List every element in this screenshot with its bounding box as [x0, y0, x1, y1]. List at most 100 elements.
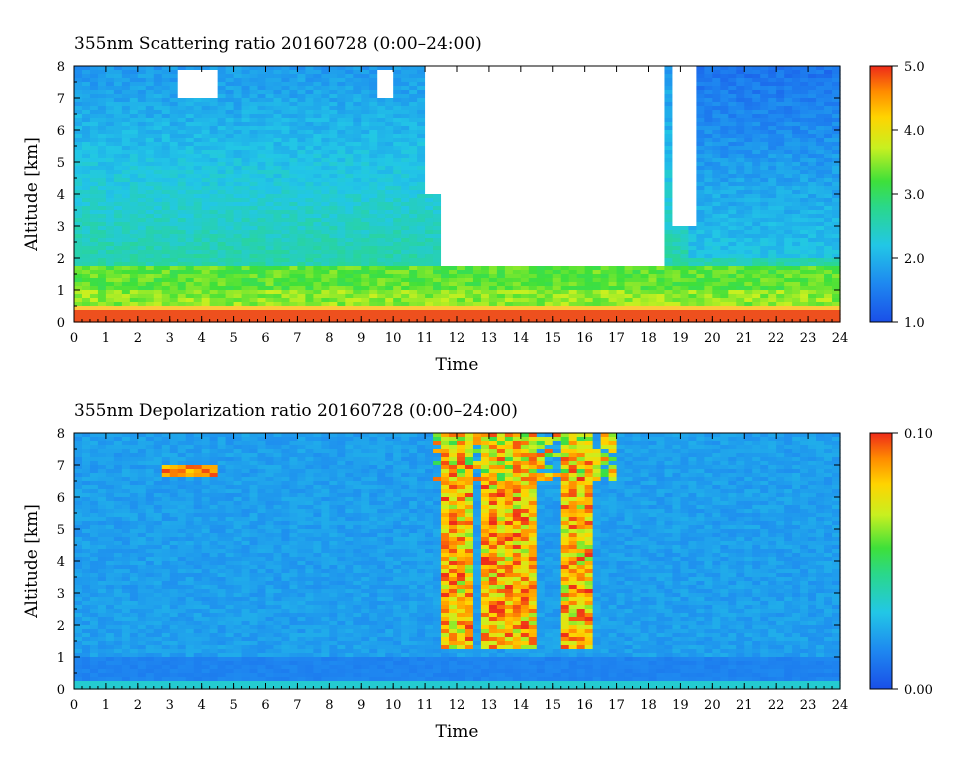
heatmap-cell [209, 202, 219, 207]
heatmap-cell [680, 206, 689, 211]
heatmap-cell [632, 130, 642, 135]
heatmap-cell [385, 126, 394, 131]
heatmap-cell [449, 218, 458, 223]
heatmap-cell [808, 142, 817, 147]
heatmap-cell [409, 154, 418, 159]
heatmap-cell [544, 162, 554, 167]
heatmap-cell [129, 78, 139, 83]
heatmap-cell [74, 154, 83, 159]
heatmap-cell [137, 242, 147, 247]
heatmap-cell [321, 150, 330, 155]
heatmap-cell [161, 206, 171, 211]
heatmap-cell [74, 266, 83, 271]
heatmap-cell [161, 226, 171, 231]
heatmap-cell [688, 250, 697, 255]
heatmap-cell [393, 66, 402, 71]
heatmap-cell [520, 190, 530, 195]
heatmap-cell [153, 138, 163, 143]
heatmap-cell [568, 82, 578, 87]
heatmap-cell [520, 258, 530, 263]
heatmap-cell [441, 110, 450, 115]
heatmap-cell [193, 94, 203, 99]
heatmap-cell [464, 214, 474, 219]
heatmap-cell [832, 242, 841, 247]
heatmap-cell [688, 150, 697, 155]
heatmap-cell [113, 214, 123, 219]
heatmap-cell [145, 70, 155, 75]
heatmap-cell [401, 86, 410, 91]
heatmap-cell [361, 82, 370, 87]
heatmap-cell [385, 246, 394, 251]
heatmap-cell [656, 162, 666, 167]
heatmap-cell [137, 114, 147, 119]
heatmap-cell [640, 106, 650, 111]
heatmap-cell [744, 158, 753, 163]
heatmap-cell [472, 194, 482, 199]
heatmap-cell [472, 230, 482, 235]
heatmap-cell [576, 86, 586, 91]
heatmap-cell [457, 166, 466, 171]
heatmap-cell [712, 110, 721, 115]
heatmap-cell [241, 182, 251, 187]
heatmap-cell [672, 138, 682, 143]
heatmap-cell [257, 106, 267, 111]
heatmap-cell [488, 186, 498, 191]
heatmap-cell [504, 222, 514, 227]
heatmap-cell [656, 202, 666, 207]
heatmap-cell [265, 186, 275, 191]
heatmap-cell [305, 162, 314, 167]
heatmap-cell [257, 250, 267, 255]
heatmap-cell [544, 74, 554, 79]
heatmap-cell [592, 170, 602, 175]
heatmap-cell [177, 66, 187, 71]
heatmap-cell [592, 222, 602, 227]
heatmap-cell [281, 174, 291, 179]
heatmap-cell [544, 210, 554, 215]
heatmap-cell [728, 226, 737, 231]
heatmap-cell [472, 134, 482, 139]
heatmap-cell [361, 90, 370, 95]
heatmap-cell [704, 214, 713, 219]
heatmap-cell [457, 70, 466, 75]
heatmap-cell [321, 114, 330, 119]
heatmap-cell [193, 150, 203, 155]
heatmap-cell [121, 190, 131, 195]
heatmap-cell [225, 254, 235, 259]
heatmap-cell [353, 222, 362, 227]
heatmap-cell [273, 266, 283, 271]
heatmap-cell [712, 214, 721, 219]
heatmap-cell [584, 154, 594, 159]
heatmap-cell [648, 258, 658, 263]
heatmap-cell [281, 270, 291, 275]
heatmap-cell [281, 266, 291, 271]
heatmap-cell [648, 234, 658, 239]
heatmap-cell [121, 258, 131, 263]
heatmap-cell [656, 114, 666, 119]
heatmap-cell [393, 94, 402, 99]
heatmap-cell [464, 198, 474, 203]
heatmap-cell [824, 234, 833, 239]
heatmap-cell [329, 206, 338, 211]
heatmap-cell [385, 102, 394, 107]
heatmap-cell [696, 246, 705, 251]
heatmap-cell [560, 70, 570, 75]
heatmap-cell [265, 270, 275, 275]
heatmap-cell [401, 242, 410, 247]
heatmap-cell [105, 182, 115, 187]
heatmap-cell [576, 122, 586, 127]
heatmap-cell [664, 94, 674, 99]
heatmap-cell [680, 202, 689, 207]
heatmap-cell [616, 82, 626, 87]
heatmap-cell [536, 102, 546, 107]
heatmap-cell [449, 130, 458, 135]
heatmap-cell [249, 118, 259, 123]
heatmap-cell [425, 162, 434, 167]
heatmap-cell [217, 130, 227, 135]
heatmap-cell [377, 194, 386, 199]
heatmap-cell [449, 194, 458, 199]
heatmap-cell [441, 90, 450, 95]
heatmap-cell [816, 158, 825, 163]
heatmap-cell [89, 146, 99, 151]
heatmap-cell [425, 134, 434, 139]
heatmap-cell [121, 122, 131, 127]
